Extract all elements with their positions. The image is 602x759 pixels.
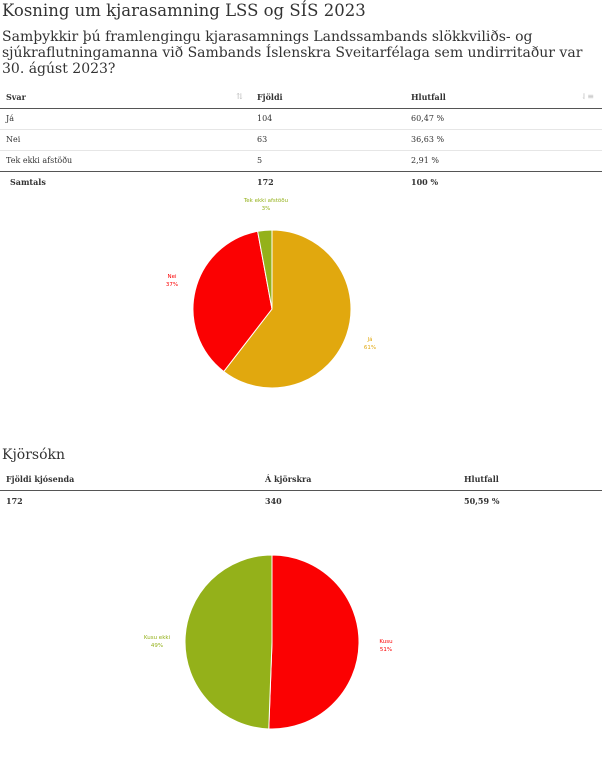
slice-label: Tek ekki afstöðu [243, 198, 288, 204]
total-fjoldi: 172 [257, 177, 274, 188]
cell-svar: Tek ekki afstöðu [6, 156, 73, 165]
table-total-row: Samtals 172 100 % [0, 171, 602, 193]
cell-svar: Nei [6, 135, 21, 144]
pie-slice-ja[interactable] [223, 229, 352, 389]
cell-fjoldi: 104 [257, 114, 273, 123]
header-svar[interactable]: Svar ⇅ [6, 91, 243, 102]
turnout-table: Fjöldi kjósenda Á kjörskra Hlutfall 172 … [0, 468, 602, 512]
slice-percent-label: 61% [364, 345, 376, 351]
total-label: Samtals [10, 177, 46, 188]
turnout-pie-chart: Kusu 51% Kusu ekki 49% [144, 554, 393, 730]
pie-slice-tek-ekki-afsto-u[interactable] [257, 229, 273, 310]
table-row: Tek ekki afstöðu 5 2,91 % [0, 150, 602, 171]
slice-percent-label: 37% [166, 282, 178, 288]
question-text: Samþykkir þú framlengingu kjarasamnings … [2, 29, 583, 77]
page-title: Kosning um kjarasamning LSS og SÍS 2023 [2, 1, 366, 20]
cell-hlutfall: 2,91 % [411, 156, 439, 165]
slice-label: Kusu [379, 639, 392, 645]
answers-pie-chart: Já 61% Nei 37% Tek ekki afstöðu 3% [166, 198, 376, 389]
turnout-heading: Kjörsókn [2, 447, 66, 463]
header-fjoldi: Fjöldi [257, 91, 283, 102]
table-row: 172 340 50,59 % [0, 490, 602, 512]
pie-slice-kusu-ekki[interactable] [184, 554, 273, 730]
header-hlutfall: Hlutfall [464, 473, 499, 484]
slice-percent-label: 51% [380, 647, 392, 653]
cell-fjoldi: 5 [257, 156, 263, 165]
cell-fjoldi: 63 [257, 135, 268, 144]
sort-desc-icon[interactable]: ⇃≡ [580, 91, 594, 101]
cell-svar: Já [6, 114, 14, 123]
results-table: Svar ⇅ Fjöldi Hlutfall ⇃≡ Já 104 60,47 %… [0, 86, 602, 193]
slice-percent-label: 49% [151, 643, 163, 649]
table-row: Nei 63 36,63 % [0, 129, 602, 150]
table-row: Já 104 60,47 % [0, 108, 602, 129]
header-hlutfall[interactable]: Hlutfall ⇃≡ [411, 91, 594, 102]
slice-label: Kusu ekki [144, 635, 171, 641]
cell-a-kjorskra: 340 [265, 496, 282, 507]
pie-slice-nei[interactable] [192, 230, 273, 373]
header-a-kjorskra: Á kjörskra [265, 473, 312, 484]
header-fjoldi-kjosenda: Fjöldi kjósenda [6, 473, 75, 484]
cell-hlutfall: 60,47 % [411, 114, 445, 123]
slice-label: Nei [167, 274, 176, 280]
total-hlutfall: 100 % [411, 177, 439, 188]
slice-percent-label: 3% [262, 206, 271, 212]
cell-hlutfall: 36,63 % [411, 135, 445, 144]
cell-fjoldi-kjosenda: 172 [6, 496, 23, 507]
sort-icon[interactable]: ⇅ [236, 91, 243, 101]
slice-label: Já [367, 336, 373, 343]
pie-slice-kusu[interactable] [268, 554, 360, 730]
cell-hlutfall: 50,59 % [464, 496, 500, 507]
